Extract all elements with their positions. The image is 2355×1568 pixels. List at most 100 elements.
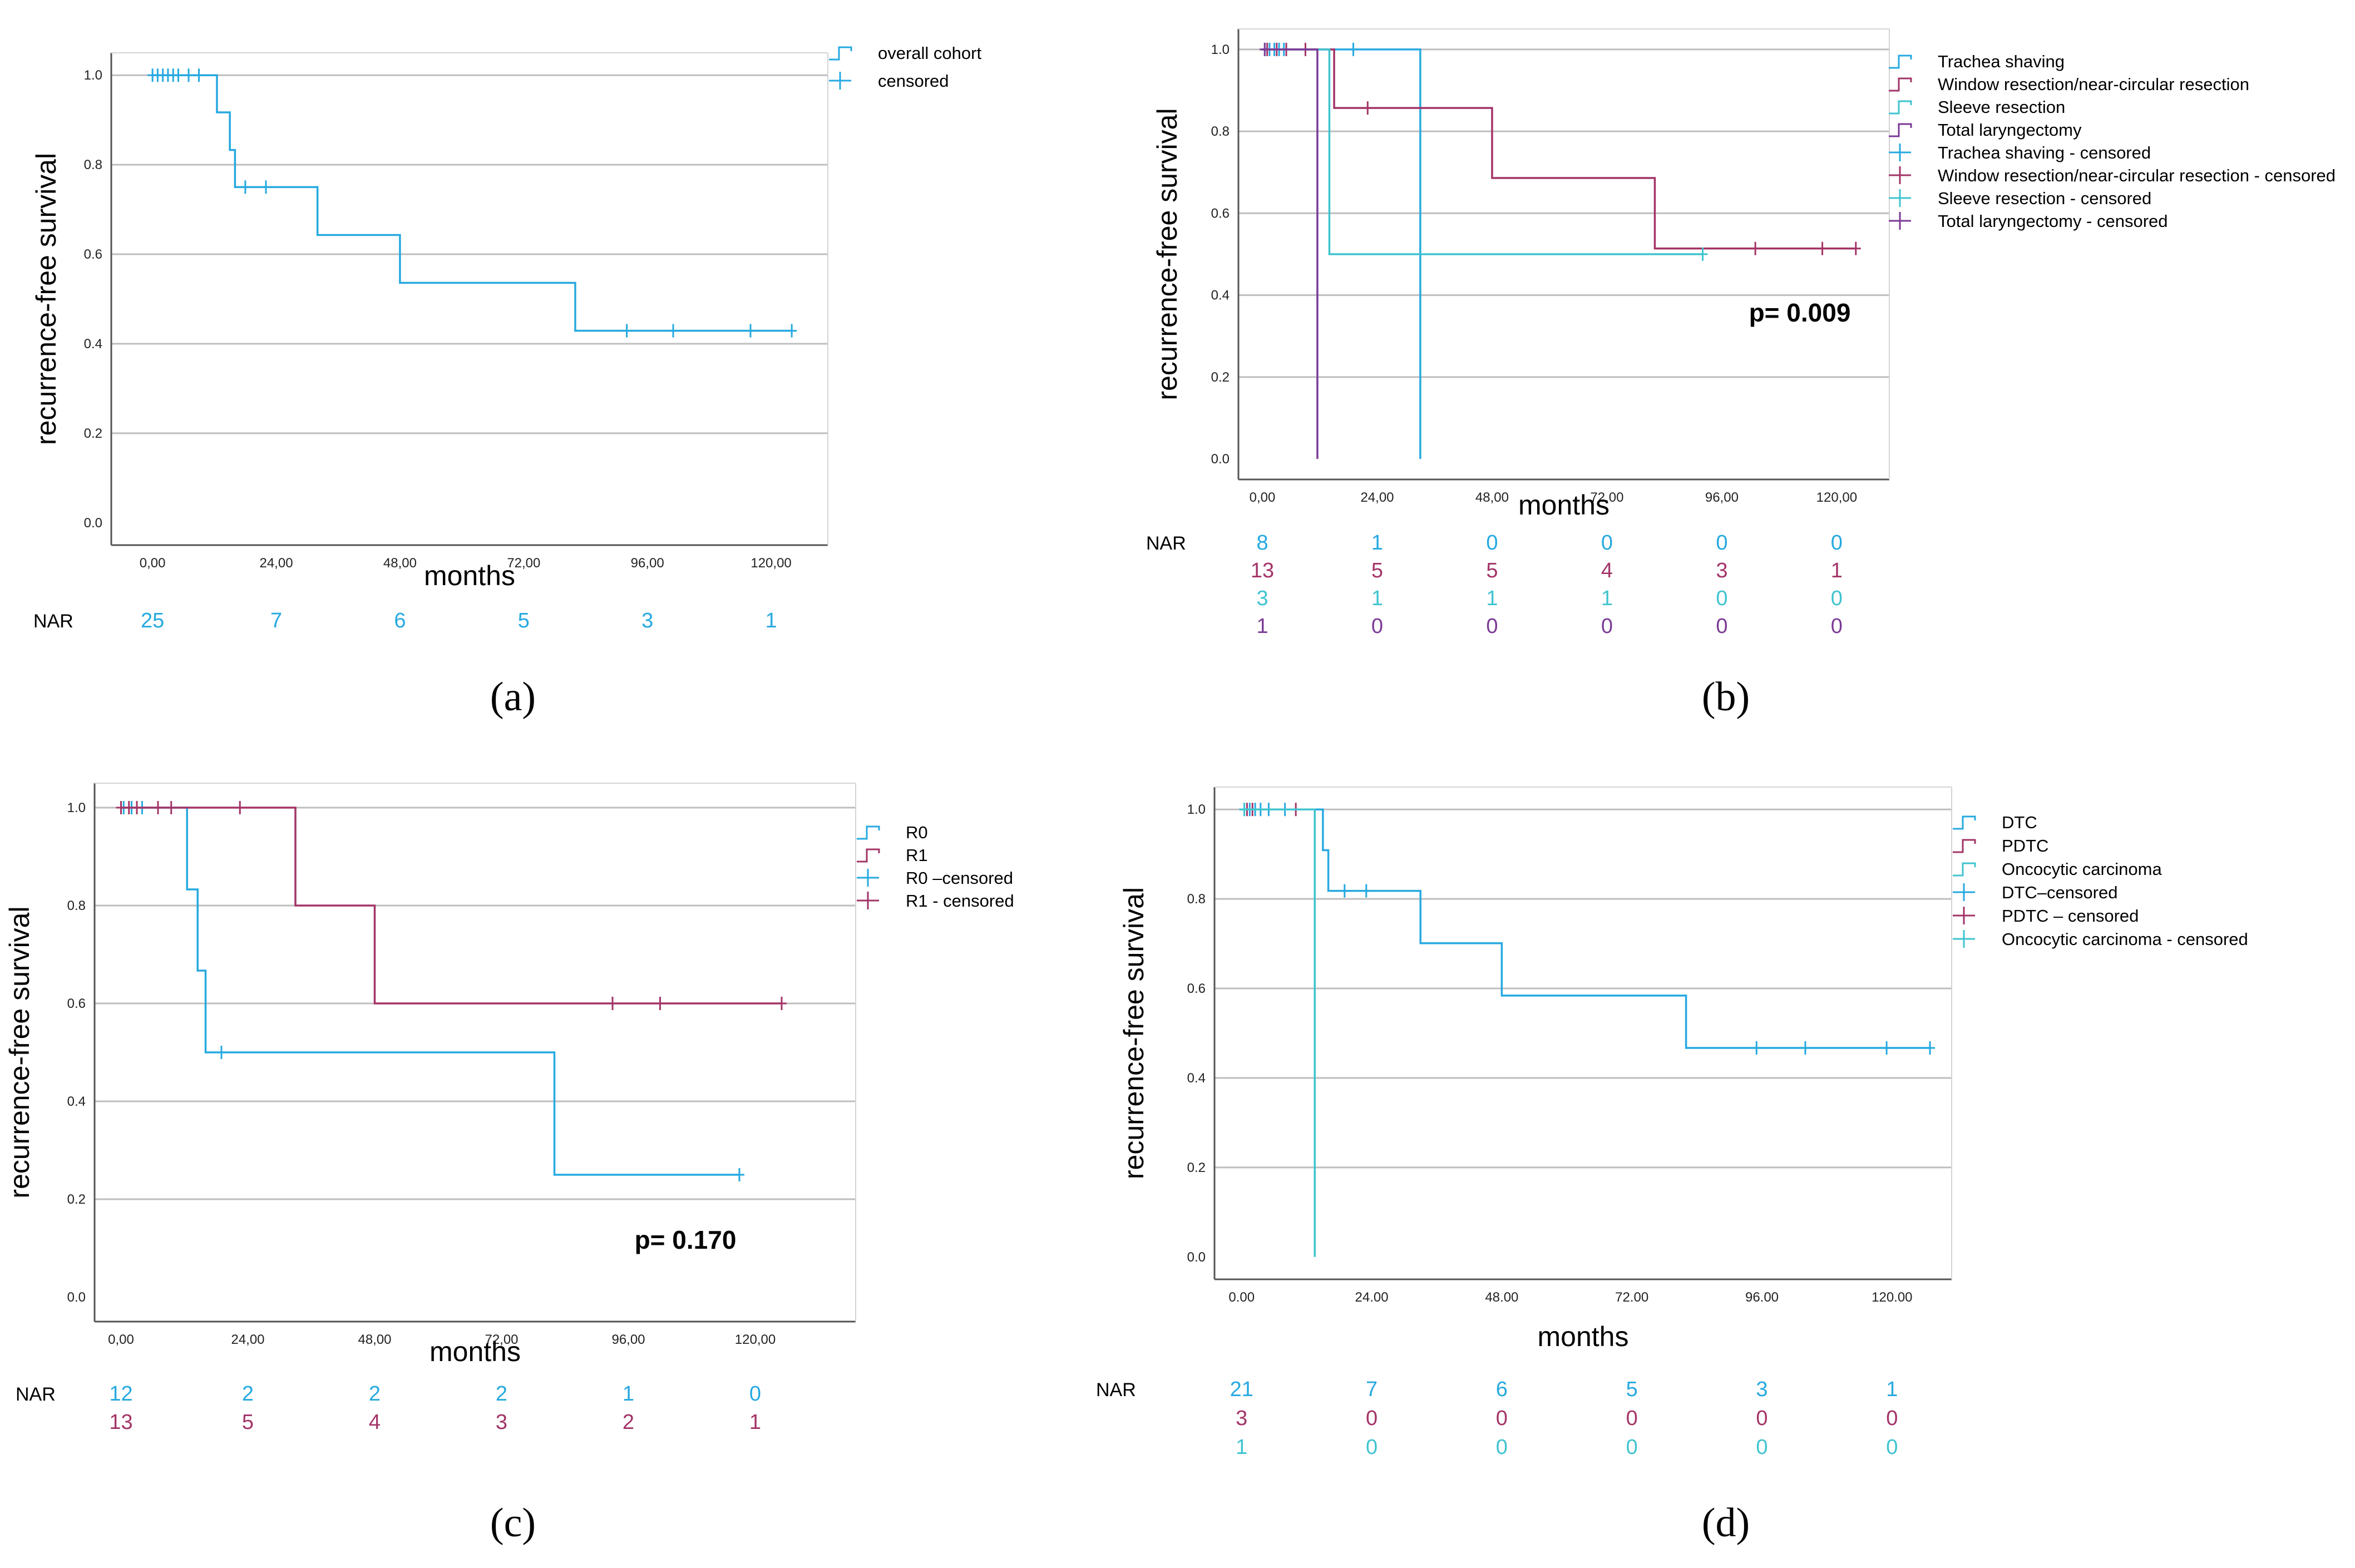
x-tick-label: 0,00 <box>108 1332 134 1347</box>
legend-entry-label: DTC–censored <box>2002 883 2117 902</box>
legend-plus-icon <box>1889 212 1911 230</box>
nar-value: 1 <box>1601 587 1613 610</box>
censor-mark <box>1800 1041 1810 1055</box>
nar-value: 1 <box>766 609 777 632</box>
legend-entry-label: Oncocytic carcinoma <box>2002 859 2162 879</box>
legend-entry-label: overall cohort <box>878 43 981 63</box>
nar-value: 1 <box>1886 1378 1898 1401</box>
y-tick-label: 1.0 <box>84 68 102 83</box>
nar-value: 3 <box>641 609 653 632</box>
censor-mark <box>1361 884 1371 898</box>
nar-value: 0 <box>1486 531 1498 555</box>
x-tick-label: 24,00 <box>1360 490 1394 505</box>
y-tick-label: 1.0 <box>1211 42 1230 57</box>
y-axis-title: recurrence-free survival <box>4 906 35 1198</box>
censor-mark <box>1260 42 1270 56</box>
legend-entry-label: R1 <box>906 845 928 865</box>
y-axis-title: recurrence-free survival <box>31 153 62 445</box>
x-axis-title: months <box>424 560 515 591</box>
survival-curve <box>1241 808 1316 1257</box>
y-tick-label: 0.8 <box>1211 124 1230 139</box>
panel-label: (d) <box>1702 1500 1750 1546</box>
legend-entry-label: PDTC – censored <box>2002 906 2139 926</box>
nar-value: 6 <box>394 609 406 632</box>
legend-step-icon <box>857 848 880 863</box>
censor-mark <box>668 324 679 338</box>
legend-entry-label: Window resection/near-circular resection <box>1938 75 2249 94</box>
y-tick-label: 0.4 <box>67 1094 86 1109</box>
x-tick-label: 0,00 <box>140 556 166 571</box>
legend-step-icon <box>1953 815 1976 830</box>
legend-plus-icon <box>829 72 851 90</box>
survival-curve <box>1262 48 1319 459</box>
legend-entry-label: censored <box>878 71 949 91</box>
censor-mark <box>734 1168 744 1181</box>
nar-value: 6 <box>1496 1378 1508 1401</box>
x-tick-label: 24.00 <box>1355 1290 1389 1305</box>
censor-mark <box>621 324 632 338</box>
legend-plus-icon <box>1953 907 1975 924</box>
y-tick-label: 0.6 <box>84 247 102 262</box>
censor-mark <box>655 997 665 1010</box>
x-tick-label: 96.00 <box>1745 1290 1779 1305</box>
legend-entry-label: Total laryngectomy <box>1938 120 2082 140</box>
nar-value: 0 <box>1831 587 1843 610</box>
nar-value: 0 <box>1496 1407 1508 1430</box>
nar-value: 13 <box>109 1411 132 1434</box>
legend-entry-label: R1 - censored <box>906 891 1014 911</box>
censor-mark <box>173 68 184 82</box>
nar-value: 5 <box>1626 1378 1638 1401</box>
x-tick-label: 0,00 <box>1250 490 1276 505</box>
x-axis-title: months <box>1538 1321 1629 1352</box>
censor-mark <box>1348 42 1359 56</box>
y-tick-label: 0.6 <box>1187 981 1206 996</box>
nar-value: 0 <box>1601 531 1613 555</box>
legend-entry-label: Oncocytic carcinoma - censored <box>2002 929 2248 949</box>
x-tick-label: 72,00 <box>507 556 540 571</box>
x-tick-label: 24,00 <box>231 1332 264 1347</box>
legend-step-icon <box>857 825 880 840</box>
x-tick-label: 48,00 <box>383 556 417 571</box>
y-tick-label: 0.8 <box>1187 892 1206 907</box>
nar-label: NAR <box>1096 1379 1136 1401</box>
nar-value: 0 <box>1626 1407 1638 1430</box>
y-tick-label: 0.4 <box>84 337 102 352</box>
nar-value: 1 <box>1236 1436 1247 1459</box>
x-tick-label: 120.00 <box>1872 1290 1912 1305</box>
nar-value: 1 <box>1371 531 1383 555</box>
nar-value: 0 <box>1371 615 1383 638</box>
legend-step-icon <box>829 46 852 61</box>
nar-value: 3 <box>496 1411 507 1434</box>
legend-entry-label: PDTC <box>2002 836 2048 855</box>
censor-mark <box>216 1046 226 1059</box>
x-tick-label: 120,00 <box>751 556 791 571</box>
x-tick-label: 72,00 <box>485 1332 518 1347</box>
nar-value: 0 <box>1366 1436 1378 1459</box>
nar-value: 2 <box>496 1382 507 1406</box>
y-tick-label: 0.6 <box>1211 206 1230 221</box>
nar-value: 0 <box>1886 1407 1898 1430</box>
y-tick-label: 0.0 <box>67 1290 86 1305</box>
panel-d: 0.0 0.2 0.4 0.6 0.8 1.0 0.00 24.00 48.00 72.00 96.… <box>1096 787 2248 1546</box>
legend-entry-label: R0 <box>906 823 928 842</box>
legend-entry-label: Sleeve resection - censored <box>1938 189 2151 208</box>
censor-mark <box>1697 248 1708 261</box>
nar-value: 0 <box>1366 1407 1378 1430</box>
nar-value: 2 <box>369 1382 381 1406</box>
nar-value: 0 <box>1716 587 1727 610</box>
nar-value: 0 <box>1756 1436 1768 1459</box>
nar-value: 7 <box>270 609 282 632</box>
panel-c: 0.0 0.2 0.4 0.6 0.8 1.0 0,00 24,00 48,00 72,00 96,… <box>4 783 1014 1546</box>
y-tick-label: 0.2 <box>67 1192 86 1207</box>
survival-curve <box>1262 48 1703 255</box>
censor-mark <box>194 68 204 82</box>
x-tick-label: 48,00 <box>1475 490 1509 505</box>
survival-curve <box>1262 48 1856 250</box>
survival-curve <box>1241 808 1931 1049</box>
censor-mark <box>787 324 797 338</box>
censor-mark <box>1362 101 1373 115</box>
censor-mark <box>132 801 142 814</box>
nar-value: 1 <box>623 1382 634 1406</box>
censor-mark <box>1850 241 1861 255</box>
legend-step-icon <box>1953 839 1976 853</box>
